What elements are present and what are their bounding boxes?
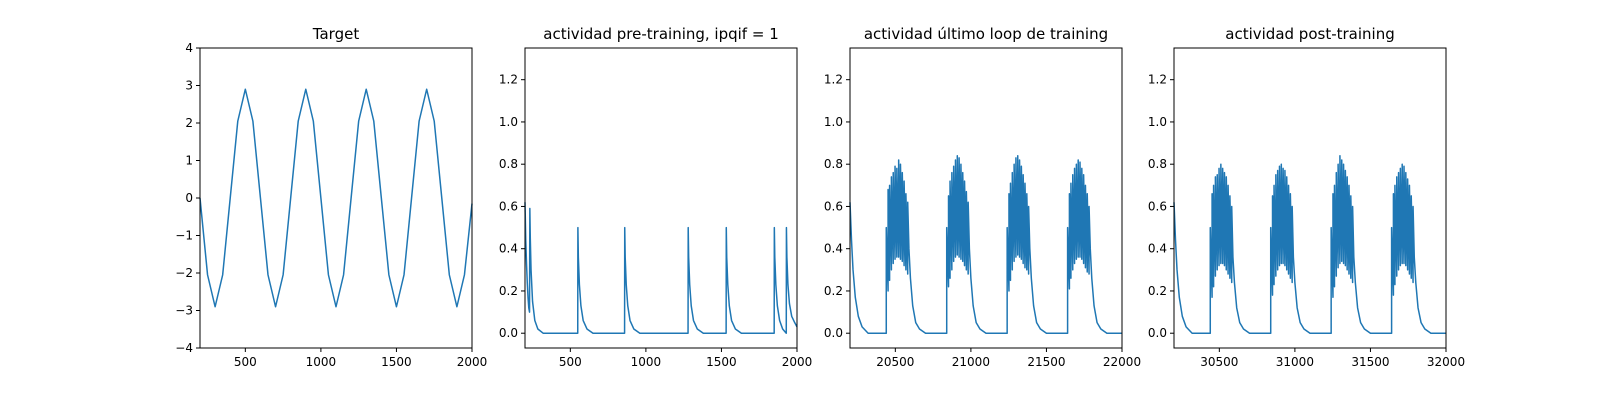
- x-tick-label: 2000: [457, 355, 488, 369]
- x-tick-label: 2000: [782, 355, 813, 369]
- y-tick-label: 0.8: [824, 157, 843, 171]
- y-tick-label: 0.2: [499, 284, 518, 298]
- x-tick-label: 21500: [1027, 355, 1065, 369]
- plot-frame: [524, 47, 798, 349]
- x-tick-label: 1000: [306, 355, 337, 369]
- series-line: [849, 155, 1122, 334]
- x-tick-label: 22000: [1103, 355, 1141, 369]
- y-tick-label: −4: [175, 341, 193, 355]
- x-tick-label: 32000: [1427, 355, 1465, 369]
- y-tick-label: 1.0: [1148, 115, 1167, 129]
- y-tick-label: 0.8: [1148, 157, 1167, 171]
- y-tick-label: 1.2: [824, 73, 843, 87]
- pre-training-plot: actividad pre-training, ipqif = 1 500 100…: [499, 25, 812, 369]
- y-tick-label: 0.4: [499, 242, 518, 256]
- x-tick-label: 31500: [1351, 355, 1389, 369]
- plot-title: Target: [312, 25, 360, 43]
- x-tick-label: 1500: [381, 355, 412, 369]
- y-tick-label: 0.8: [499, 157, 518, 171]
- y-tick-label: −1: [175, 229, 193, 243]
- series-line: [1173, 155, 1446, 334]
- plot-frame: [1173, 47, 1447, 349]
- plot-frame: [849, 47, 1123, 349]
- x-tick-label: 500: [234, 355, 257, 369]
- y-tick-label: 4: [185, 41, 193, 55]
- y-tick-label: 1: [185, 154, 193, 168]
- y-tick-label: 0.4: [824, 242, 843, 256]
- y-tick-label: 0.0: [824, 326, 843, 340]
- y-tick-label: 0.6: [1148, 199, 1167, 213]
- y-tick-label: 0.6: [824, 199, 843, 213]
- x-tick-label: 21000: [952, 355, 990, 369]
- y-tick-label: 1.2: [1148, 73, 1167, 87]
- y-tick-label: 0.2: [824, 284, 843, 298]
- plot-frame: [199, 47, 473, 349]
- y-tick-label: 0: [185, 191, 193, 205]
- plot-title: actividad post-training: [1225, 25, 1394, 43]
- y-tick-label: 1.0: [824, 115, 843, 129]
- y-tick-label: 0.0: [499, 326, 518, 340]
- y-tick-label: 0.4: [1148, 242, 1167, 256]
- y-tick-label: 1.2: [499, 73, 518, 87]
- x-tick-label: 30500: [1200, 355, 1238, 369]
- x-tick-label: 20500: [876, 355, 914, 369]
- x-tick-label: 1000: [631, 355, 662, 369]
- y-tick-label: 0.0: [1148, 326, 1167, 340]
- x-tick-label: 31000: [1276, 355, 1314, 369]
- target-plot: Target 500 1000 1500 2000 −4 −3 −2 −1 0 1 2 3 4: [175, 25, 487, 369]
- plot-title: actividad último loop de training: [864, 25, 1108, 43]
- x-tick-label: 500: [559, 355, 582, 369]
- series-line: [524, 202, 798, 334]
- y-tick-label: 0.6: [499, 199, 518, 213]
- x-tick-label: 1500: [706, 355, 737, 369]
- post-training-plot: actividad post-training 30500 31000 31500 3…: [1148, 25, 1465, 369]
- last-training-loop-plot: actividad último loop de training 20500 2…: [824, 25, 1141, 369]
- series-line: [199, 88, 473, 308]
- y-tick-label: 2: [185, 116, 193, 130]
- y-tick-label: 3: [185, 79, 193, 93]
- y-tick-label: −3: [175, 304, 193, 318]
- y-tick-label: 1.0: [499, 115, 518, 129]
- y-tick-label: −2: [175, 266, 193, 280]
- y-tick-label: 0.2: [1148, 284, 1167, 298]
- plot-title: actividad pre-training, ipqif = 1: [543, 25, 779, 43]
